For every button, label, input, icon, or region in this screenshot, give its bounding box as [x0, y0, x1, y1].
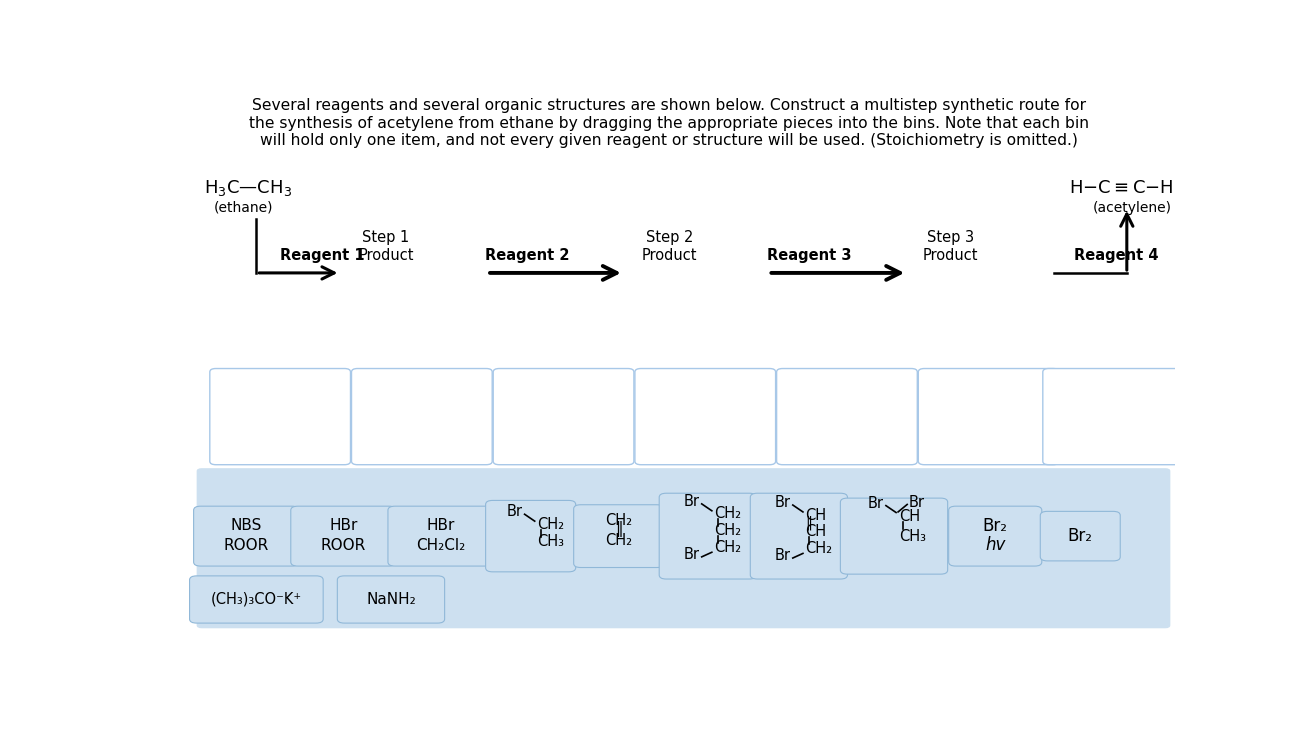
Text: Br: Br	[774, 495, 791, 510]
Text: Several reagents and several organic structures are shown below. Construct a mul: Several reagents and several organic str…	[249, 99, 1089, 148]
FancyBboxPatch shape	[210, 369, 350, 465]
Text: NBS: NBS	[231, 518, 263, 533]
Text: CH₂: CH₂	[605, 512, 632, 527]
Text: Reagent 3: Reagent 3	[767, 248, 852, 263]
FancyBboxPatch shape	[494, 369, 633, 465]
Text: ‖: ‖	[804, 515, 812, 530]
Text: CH: CH	[804, 508, 827, 523]
Text: H$_3$C—CH$_3$: H$_3$C—CH$_3$	[204, 178, 291, 197]
Text: Br: Br	[507, 504, 522, 519]
FancyBboxPatch shape	[1042, 369, 1183, 465]
FancyBboxPatch shape	[635, 369, 776, 465]
FancyBboxPatch shape	[573, 505, 663, 568]
Text: Br: Br	[908, 494, 925, 509]
Text: Br: Br	[683, 547, 700, 562]
Text: CH₂: CH₂	[537, 517, 564, 532]
Text: Br: Br	[683, 494, 700, 509]
FancyBboxPatch shape	[337, 576, 444, 623]
Text: CH₂: CH₂	[804, 542, 832, 557]
Text: (ethane): (ethane)	[214, 200, 273, 215]
FancyBboxPatch shape	[948, 506, 1042, 566]
Text: ROOR: ROOR	[321, 538, 366, 553]
FancyBboxPatch shape	[840, 498, 948, 574]
Text: (acetylene): (acetylene)	[1092, 200, 1171, 215]
Text: CH₂: CH₂	[714, 506, 741, 521]
Text: CH₂: CH₂	[605, 533, 632, 548]
FancyBboxPatch shape	[660, 493, 756, 579]
FancyBboxPatch shape	[351, 369, 492, 465]
FancyBboxPatch shape	[189, 576, 323, 623]
Text: H$-$C$\equiv$C$-$H: H$-$C$\equiv$C$-$H	[1070, 179, 1174, 197]
FancyBboxPatch shape	[750, 493, 848, 579]
FancyBboxPatch shape	[486, 500, 576, 571]
Text: CH₃: CH₃	[537, 534, 564, 549]
Text: Step 1
Product: Step 1 Product	[358, 230, 414, 263]
FancyBboxPatch shape	[918, 369, 1059, 465]
Text: Br: Br	[774, 548, 791, 563]
Text: Br₂: Br₂	[982, 517, 1008, 535]
Text: CH: CH	[899, 509, 921, 524]
Text: (CH₃)₃CO⁻K⁺: (CH₃)₃CO⁻K⁺	[210, 592, 302, 607]
Text: hv: hv	[985, 536, 1006, 554]
Text: CH₂: CH₂	[714, 540, 741, 555]
Text: Reagent 1: Reagent 1	[279, 248, 364, 263]
Text: CH₂Cl₂: CH₂Cl₂	[415, 538, 465, 553]
FancyBboxPatch shape	[1041, 512, 1121, 561]
Text: Br₂: Br₂	[1068, 527, 1093, 545]
Text: CH₂: CH₂	[714, 523, 741, 538]
Text: NaNH₂: NaNH₂	[366, 592, 415, 607]
Text: HBr: HBr	[426, 518, 454, 533]
Text: Reagent 4: Reagent 4	[1074, 248, 1158, 263]
FancyBboxPatch shape	[193, 506, 299, 566]
FancyBboxPatch shape	[197, 468, 1170, 628]
Text: Step 3
Product: Step 3 Product	[923, 230, 978, 263]
FancyBboxPatch shape	[777, 369, 917, 465]
Text: ‖: ‖	[615, 521, 623, 537]
Text: Step 2
Product: Step 2 Product	[641, 230, 697, 263]
FancyBboxPatch shape	[388, 506, 494, 566]
Text: Br: Br	[868, 496, 884, 511]
Text: HBr: HBr	[329, 518, 358, 533]
FancyBboxPatch shape	[291, 506, 396, 566]
Text: Reagent 2: Reagent 2	[486, 248, 569, 263]
Text: ROOR: ROOR	[223, 538, 269, 553]
Text: CH₃: CH₃	[899, 529, 926, 544]
Text: CH: CH	[804, 524, 827, 539]
